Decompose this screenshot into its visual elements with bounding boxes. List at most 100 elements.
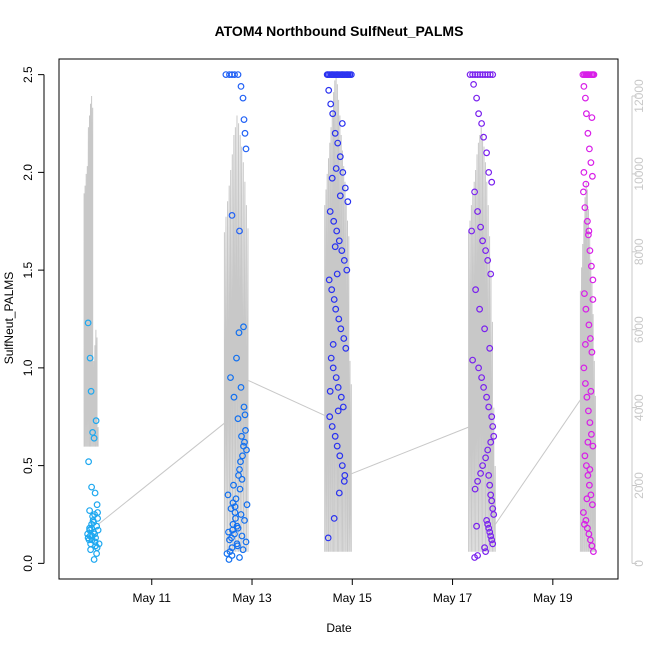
data-point bbox=[583, 462, 590, 470]
data-point bbox=[239, 94, 247, 102]
altitude-transit-line bbox=[351, 426, 469, 475]
data-point bbox=[240, 116, 248, 123]
data-point bbox=[489, 540, 497, 548]
data-point bbox=[581, 290, 588, 298]
series-group bbox=[222, 71, 250, 235]
y-tick-label: 0.0 bbox=[21, 555, 35, 572]
y2-tick-label: 4000 bbox=[632, 394, 646, 421]
data-point bbox=[480, 133, 488, 141]
data-point bbox=[236, 466, 243, 473]
data-point bbox=[586, 145, 593, 153]
data-point bbox=[481, 544, 489, 552]
data-point bbox=[336, 452, 344, 460]
data-point bbox=[582, 94, 589, 102]
data-point bbox=[588, 430, 595, 438]
y2-tick-label: 2000 bbox=[632, 472, 646, 499]
data-point bbox=[590, 71, 598, 78]
data-point bbox=[484, 257, 492, 264]
data-point bbox=[330, 217, 338, 225]
data-point bbox=[475, 110, 483, 118]
data-point bbox=[228, 534, 235, 542]
data-point bbox=[586, 481, 593, 489]
data-point bbox=[241, 517, 248, 524]
data-point bbox=[324, 534, 332, 542]
data-point bbox=[237, 458, 244, 466]
data-point bbox=[584, 438, 592, 446]
data-point bbox=[585, 530, 593, 538]
data-point bbox=[334, 139, 342, 147]
data-point bbox=[486, 481, 494, 489]
data-point bbox=[90, 434, 98, 442]
data-point bbox=[468, 227, 476, 235]
data-point bbox=[332, 374, 340, 382]
data-point bbox=[336, 192, 344, 200]
data-point bbox=[242, 145, 250, 153]
y-axis-label: SulfNeut_PALMS bbox=[2, 272, 16, 365]
data-point bbox=[333, 442, 341, 450]
x-tick-label: May 11 bbox=[133, 591, 172, 605]
data-point bbox=[478, 374, 486, 382]
data-point bbox=[229, 499, 237, 507]
data-point bbox=[338, 247, 346, 255]
data-point bbox=[485, 472, 493, 479]
altitude-transit-line bbox=[494, 399, 581, 525]
series-group bbox=[579, 71, 598, 555]
data-point bbox=[226, 536, 233, 544]
data-point bbox=[339, 403, 347, 411]
data-point bbox=[87, 387, 95, 395]
data-point bbox=[588, 114, 596, 121]
data-point bbox=[92, 542, 99, 550]
data-point bbox=[589, 276, 597, 284]
data-point bbox=[582, 305, 590, 313]
data-point bbox=[488, 413, 496, 421]
data-point bbox=[241, 411, 249, 419]
data-point bbox=[490, 511, 498, 518]
data-point bbox=[585, 231, 592, 239]
data-point bbox=[332, 305, 340, 313]
data-point bbox=[330, 296, 338, 303]
x-tick-label: May 13 bbox=[232, 591, 272, 605]
data-point bbox=[478, 120, 486, 127]
data-point bbox=[581, 452, 589, 460]
data-point bbox=[236, 227, 243, 235]
data-point bbox=[227, 374, 234, 382]
data-point bbox=[585, 227, 593, 235]
data-point bbox=[328, 286, 336, 294]
data-point bbox=[326, 413, 334, 421]
data-point bbox=[587, 335, 594, 342]
data-point bbox=[484, 520, 492, 528]
data-point bbox=[240, 323, 247, 331]
x-tick-label: May 15 bbox=[333, 591, 373, 605]
data-point bbox=[90, 518, 97, 526]
data-point bbox=[226, 548, 234, 555]
y-tick-label: 2.0 bbox=[21, 164, 35, 181]
data-point bbox=[489, 423, 497, 430]
series-group bbox=[323, 71, 355, 542]
y2-tick-label: 6000 bbox=[632, 316, 646, 343]
points-layer bbox=[84, 71, 598, 563]
data-point bbox=[583, 495, 591, 503]
data-point bbox=[337, 325, 345, 333]
y-tick-label: 1.5 bbox=[21, 261, 35, 278]
data-point bbox=[93, 501, 101, 509]
data-point bbox=[326, 387, 334, 395]
data-point bbox=[580, 82, 588, 90]
data-point bbox=[237, 384, 245, 391]
data-point bbox=[485, 524, 493, 532]
data-point bbox=[231, 71, 238, 78]
data-point bbox=[241, 438, 248, 446]
altitude-trace bbox=[324, 72, 352, 552]
data-point bbox=[582, 380, 589, 387]
data-point bbox=[477, 470, 485, 477]
data-point bbox=[480, 384, 488, 391]
data-point bbox=[583, 110, 590, 118]
data-point bbox=[471, 554, 479, 561]
data-point bbox=[483, 517, 491, 524]
data-point bbox=[340, 257, 348, 264]
y2-tick-label: 12000 bbox=[632, 79, 646, 113]
data-point bbox=[340, 335, 348, 342]
data-point bbox=[581, 204, 589, 212]
altitude-trace bbox=[83, 95, 99, 447]
data-point bbox=[331, 432, 339, 440]
data-point bbox=[242, 538, 250, 546]
